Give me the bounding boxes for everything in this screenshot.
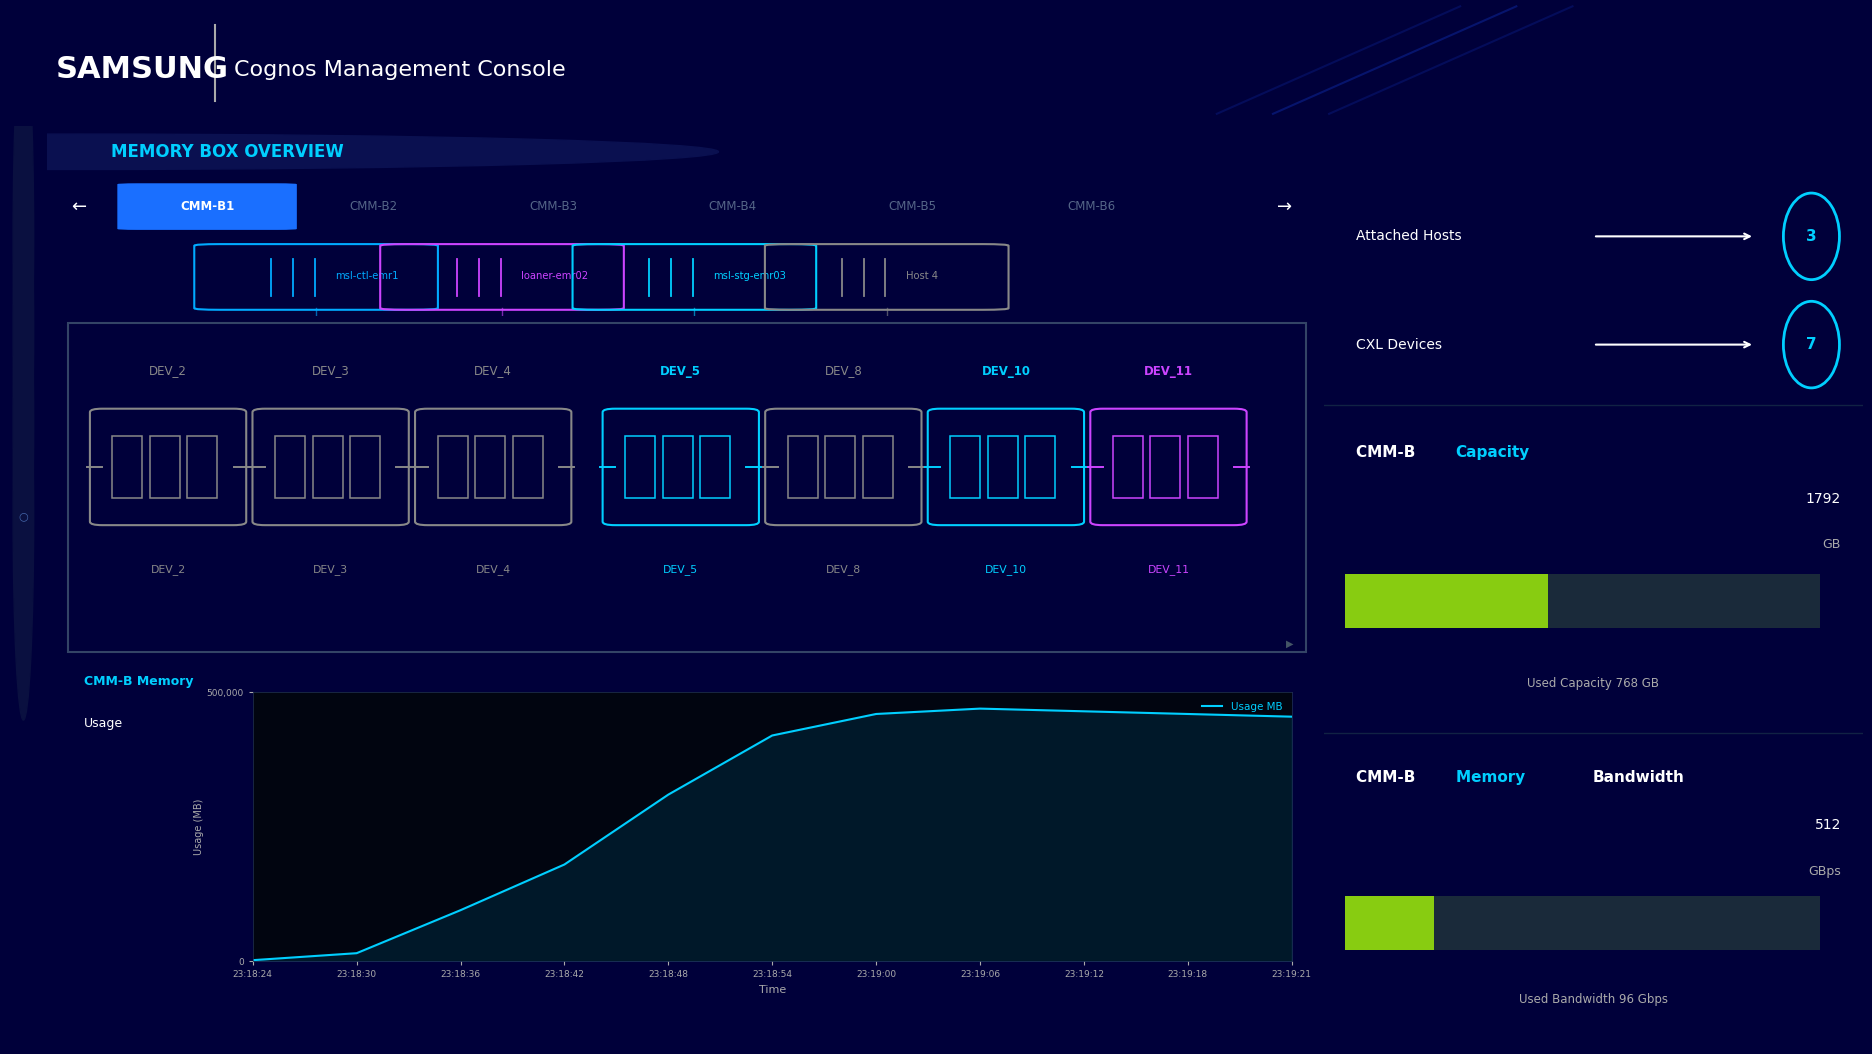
Bar <box>788 436 818 497</box>
Circle shape <box>13 34 34 442</box>
Text: msl-ctl-emr1: msl-ctl-emr1 <box>335 271 399 281</box>
Text: Memory: Memory <box>1456 770 1529 785</box>
Circle shape <box>13 219 34 627</box>
Text: Used Capacity 768 GB: Used Capacity 768 GB <box>1528 677 1659 690</box>
Bar <box>1112 436 1142 497</box>
Bar <box>1346 573 1820 628</box>
Text: DEV_3: DEV_3 <box>313 365 350 377</box>
Text: ⁘: ⁘ <box>19 326 28 335</box>
Usage MB <box>657 788 680 801</box>
Text: CMM-B3: CMM-B3 <box>530 200 577 213</box>
Text: CMM-B4: CMM-B4 <box>709 200 756 213</box>
Bar <box>826 436 856 497</box>
Text: ○: ○ <box>19 511 28 521</box>
Bar <box>951 436 981 497</box>
Circle shape <box>13 312 34 720</box>
Text: msl-stg-emr03: msl-stg-emr03 <box>713 271 786 281</box>
Text: CMM-B1: CMM-B1 <box>180 200 234 213</box>
Bar <box>625 436 655 497</box>
Usage MB <box>554 858 577 871</box>
Text: 1792: 1792 <box>1806 491 1840 506</box>
Text: Usage: Usage <box>84 717 124 729</box>
Text: DEV_3: DEV_3 <box>313 564 348 575</box>
Bar <box>150 436 180 497</box>
Bar <box>438 436 468 497</box>
Text: SAMSUNG: SAMSUNG <box>56 55 228 84</box>
Text: CXL Devices: CXL Devices <box>1355 337 1441 352</box>
Text: Used Bandwidth 96 Gbps: Used Bandwidth 96 Gbps <box>1518 994 1668 1007</box>
Text: MEMORY BOX OVERVIEW: MEMORY BOX OVERVIEW <box>110 142 343 161</box>
Text: →: → <box>1277 197 1292 216</box>
Usage MB <box>449 904 472 917</box>
Usage MB <box>970 702 992 715</box>
Text: Bandwidth: Bandwidth <box>1593 770 1685 785</box>
Bar <box>1346 573 1548 628</box>
Text: Attached Hosts: Attached Hosts <box>1355 230 1462 243</box>
Circle shape <box>13 126 34 534</box>
Usage MB <box>1280 710 1303 723</box>
Text: GB: GB <box>1823 538 1840 551</box>
Circle shape <box>0 134 719 170</box>
Bar <box>187 436 217 497</box>
Text: ⊙: ⊙ <box>19 233 28 242</box>
Y-axis label: Usage (MB): Usage (MB) <box>193 799 204 855</box>
Text: DEV_2: DEV_2 <box>150 365 187 377</box>
Text: 3: 3 <box>1806 229 1816 243</box>
Text: CMM-B2: CMM-B2 <box>350 200 399 213</box>
Text: 512: 512 <box>1814 818 1840 832</box>
Text: DEV_4: DEV_4 <box>475 564 511 575</box>
X-axis label: Time: Time <box>758 984 786 995</box>
Bar <box>1346 896 1820 950</box>
Text: DEV_4: DEV_4 <box>474 365 513 377</box>
Bar <box>1149 436 1181 497</box>
Text: Capacity: Capacity <box>1456 446 1529 461</box>
Text: ←: ← <box>71 197 86 216</box>
Usage MB <box>346 946 369 959</box>
Usage MB <box>865 707 887 720</box>
FancyBboxPatch shape <box>118 183 298 230</box>
Usage MB <box>1073 705 1095 718</box>
Text: DEV_11: DEV_11 <box>1148 564 1189 575</box>
Text: CMM-B Memory: CMM-B Memory <box>84 675 195 688</box>
Text: DEV_8: DEV_8 <box>826 564 861 575</box>
Text: 7: 7 <box>1806 337 1816 352</box>
Text: CMM-B: CMM-B <box>1355 770 1421 785</box>
Bar <box>988 436 1018 497</box>
Bar <box>313 436 343 497</box>
Text: DEV_5: DEV_5 <box>661 365 702 377</box>
Text: DEV_2: DEV_2 <box>150 564 185 575</box>
Text: CMM-B6: CMM-B6 <box>1067 200 1116 213</box>
Bar <box>1346 896 1434 950</box>
Bar <box>663 436 693 497</box>
Legend: Usage MB: Usage MB <box>1198 698 1286 716</box>
Text: ≡: ≡ <box>19 418 28 428</box>
Bar <box>513 436 543 497</box>
Bar <box>275 436 305 497</box>
Text: CMM-B: CMM-B <box>1355 446 1421 461</box>
Bar <box>1026 436 1056 497</box>
Bar <box>112 436 142 497</box>
Bar <box>700 436 730 497</box>
Text: DEV_11: DEV_11 <box>1144 365 1192 377</box>
Text: ▶: ▶ <box>1286 639 1294 648</box>
Text: DEV_8: DEV_8 <box>824 365 863 377</box>
Usage MB <box>241 954 264 967</box>
Bar <box>475 436 505 497</box>
Text: loaner-emr02: loaner-emr02 <box>520 271 588 281</box>
Text: Cognos Management Console: Cognos Management Console <box>234 60 565 79</box>
Bar <box>1189 436 1219 497</box>
Usage MB <box>762 729 784 742</box>
Line: Usage MB: Usage MB <box>253 708 1292 960</box>
Bar <box>350 436 380 497</box>
Bar <box>863 436 893 497</box>
Text: DEV_10: DEV_10 <box>985 564 1028 575</box>
Text: DEV_10: DEV_10 <box>981 365 1030 377</box>
Text: DEV_5: DEV_5 <box>663 564 698 575</box>
Text: GBps: GBps <box>1808 865 1840 878</box>
Text: Host 4: Host 4 <box>906 271 938 281</box>
Text: CMM-B5: CMM-B5 <box>889 200 936 213</box>
Usage MB <box>1177 707 1200 720</box>
